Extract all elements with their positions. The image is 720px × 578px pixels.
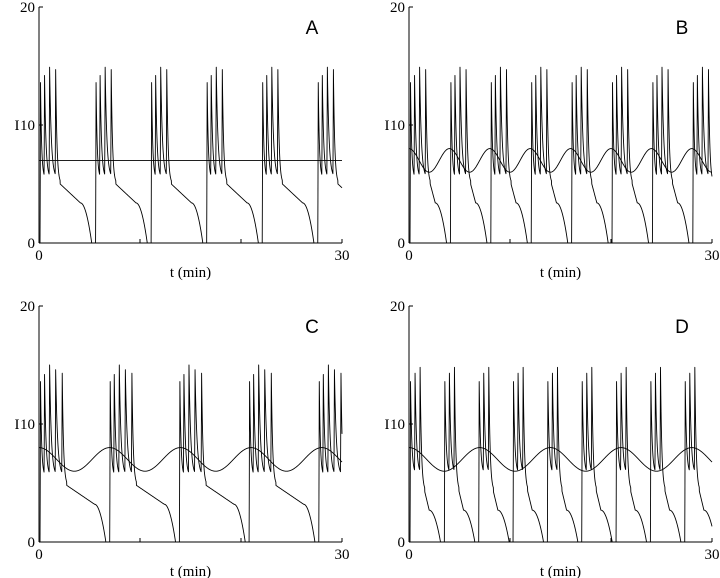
- panel-label: D: [675, 317, 689, 338]
- y-tick-label: 10: [20, 118, 35, 134]
- y-tick-label: 0: [28, 535, 36, 551]
- x-axis-title: t (min): [170, 564, 211, 578]
- y-tick-label: 0: [398, 535, 406, 551]
- sinusoidal-input-line: [408, 148, 713, 173]
- panel-label: A: [306, 18, 319, 39]
- panel-d: 0 10 20 0 30 t (min) I D: [385, 299, 720, 578]
- x-axis-title: t (min): [540, 564, 581, 578]
- y-tick-label: 20: [20, 0, 35, 16]
- y-tick-label: 10: [20, 417, 35, 433]
- insulin-trace-line: [38, 364, 343, 543]
- x-tick-label: 0: [35, 248, 43, 264]
- x-tick-label: 30: [335, 547, 350, 563]
- panel-b: 0 10 20 0 30 t (min) I B: [385, 0, 720, 281]
- panel-a: 0 10 20 0 30 t (min) I A: [15, 0, 350, 281]
- y-tick-label: 10: [390, 417, 405, 433]
- panel-label: C: [305, 317, 319, 338]
- x-axis-title: t (min): [540, 265, 581, 281]
- x-tick-label: 30: [705, 248, 720, 264]
- insulin-trace-line: [408, 66, 713, 244]
- x-tick-label: 0: [405, 547, 413, 563]
- y-axis-title: I: [385, 118, 390, 134]
- y-tick-label: 10: [390, 118, 405, 134]
- y-tick-label: 0: [398, 236, 406, 252]
- sinusoidal-input-line: [408, 447, 713, 472]
- x-axis-title: t (min): [170, 265, 211, 281]
- y-tick-label: 0: [28, 236, 36, 252]
- insulin-trace-line: [38, 66, 343, 244]
- y-tick-label: 20: [20, 299, 35, 315]
- x-tick-label: 0: [405, 248, 413, 264]
- y-axis-title: I: [15, 417, 20, 433]
- x-tick-label: 30: [705, 547, 720, 563]
- insulin-trace-line: [408, 366, 713, 543]
- x-tick-label: 30: [335, 248, 350, 264]
- panel-label: B: [676, 18, 689, 39]
- y-axis-title: I: [15, 118, 20, 134]
- sinusoidal-input-line: [38, 447, 343, 472]
- y-axis-title: I: [385, 417, 390, 433]
- y-tick-label: 20: [390, 0, 405, 16]
- x-tick-label: 0: [35, 547, 43, 563]
- panel-c: 0 10 20 0 30 t (min) I C: [15, 299, 350, 578]
- y-tick-label: 20: [390, 299, 405, 315]
